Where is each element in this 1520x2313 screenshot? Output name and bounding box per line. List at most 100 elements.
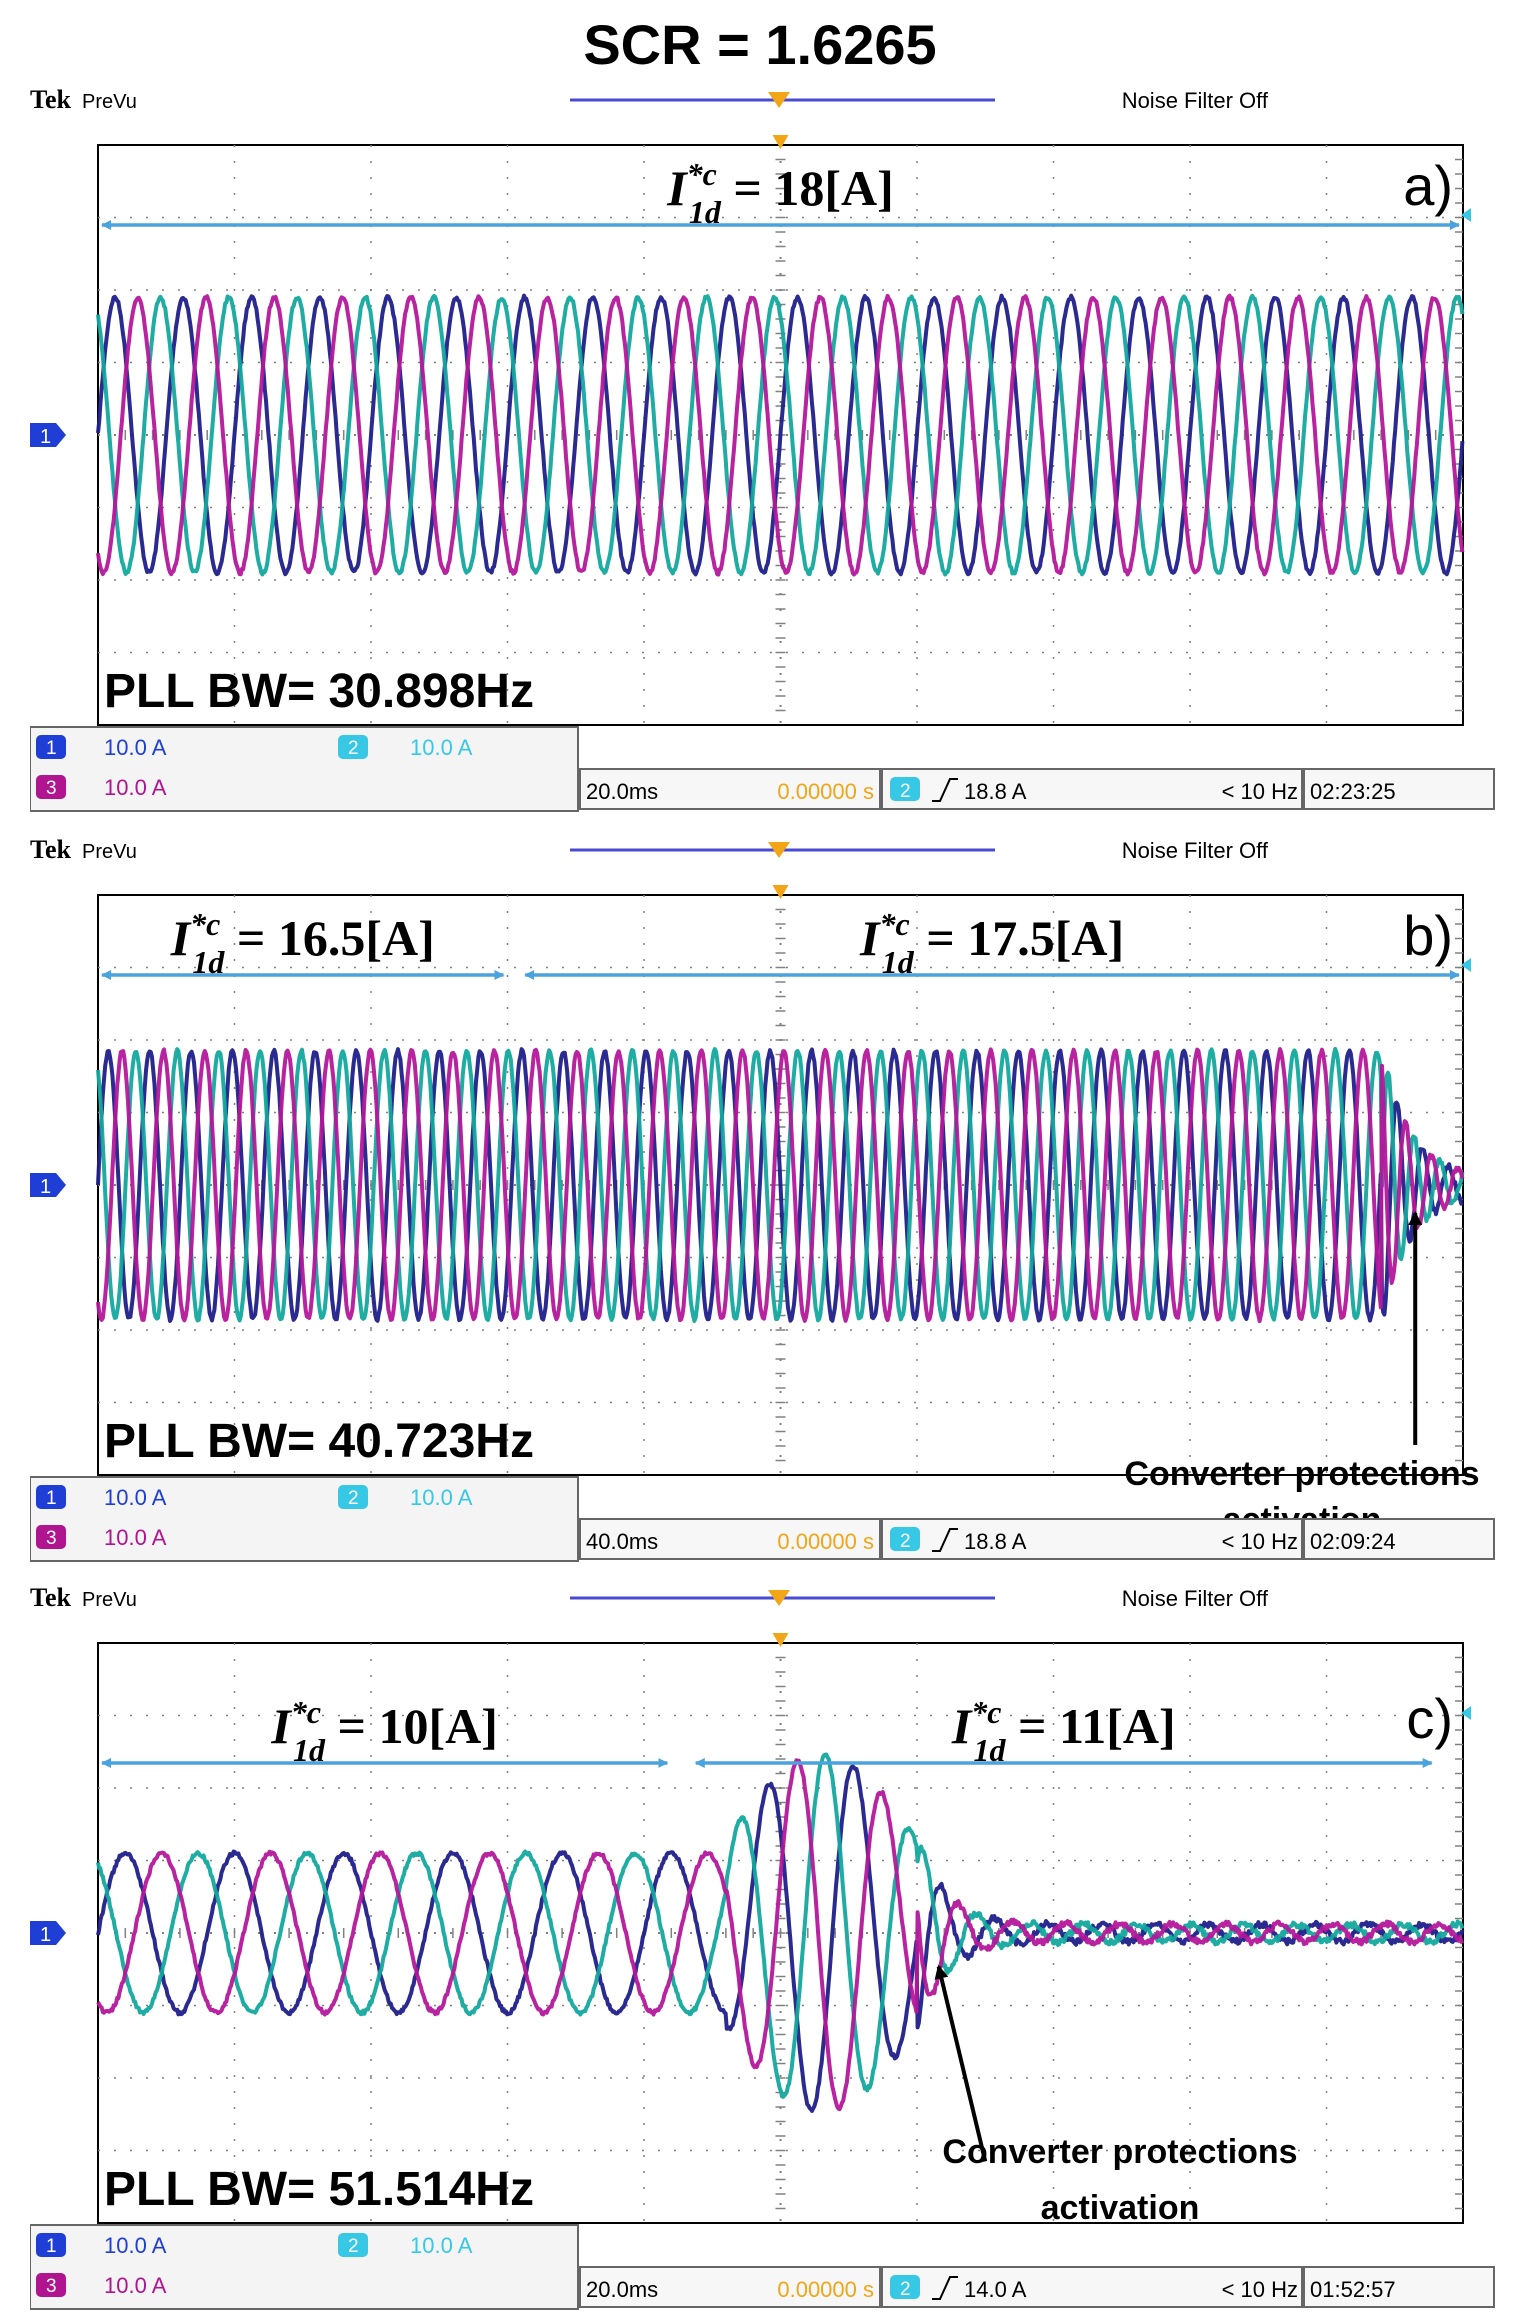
scope-panel-c: Tek PreVu Noise Filter Off 1 I*c 1d = 10[A] I*… (30, 1578, 1495, 2313)
readout-bar: 1 10.0 A 3 10.0 A 2 10.0 A 20.0ms 0.00000 s 2 14.… (30, 2224, 1495, 2310)
trigger-channel-badge (890, 777, 920, 801)
trigger-channel-label: 2 (900, 781, 911, 802)
trigger-frequency-readout: < 10 Hz (1222, 2277, 1298, 2302)
trigger-box (881, 768, 1303, 810)
figure-title: SCR = 1.6265 (583, 13, 937, 76)
reference-current-label: I*c 1d = 16.5[A] (170, 906, 435, 980)
timebase-box (579, 768, 881, 810)
rising-edge-icon (932, 778, 958, 802)
ch1-badge (36, 2233, 66, 2257)
timebase-box (579, 1518, 881, 1560)
trigger-marker (772, 1633, 789, 1647)
waveform-ch2 (96, 1047, 1465, 1323)
scope-svg-0: Tek PreVu Noise Filter Off 1 I*c 1d = 18[A] a)… (30, 85, 1495, 812)
mode-label: PreVu (82, 1589, 137, 1611)
ch2-scale: 10.0 A (410, 735, 473, 760)
noise-filter-label: Noise Filter Off (1122, 88, 1269, 113)
pll-bandwidth-label: PLL BW= 51.514Hz (104, 2163, 534, 2216)
channel-marker-label: 1 (40, 1176, 51, 1198)
channel-marker-label: 1 (40, 426, 51, 448)
trigger-position-readout: 0.00000 s (777, 2277, 874, 2302)
channel-marker-label: 1 (40, 1924, 51, 1946)
clock-box (1303, 2266, 1495, 2308)
waveform-ch1 (96, 1047, 1464, 1323)
ch1-scale: 10.0 A (104, 735, 167, 760)
channel-marker-shape (30, 1173, 66, 1197)
rising-edge-icon (932, 2276, 958, 2300)
scope-panel-a: Tek PreVu Noise Filter Off 1 I*c 1d = 18[A] a)… (30, 80, 1495, 815)
timebase-box (579, 2266, 881, 2308)
ch1-scale: 10.0 A (104, 2233, 167, 2258)
reference-current-label: I*c 1d = 10[A] (270, 1694, 498, 1768)
waveform-ch1 (96, 293, 1465, 577)
ch3-scale: 10.0 A (104, 1525, 167, 1550)
trigger-marker (772, 885, 789, 899)
protection-callout: Converter protections activation (934, 1964, 1298, 2227)
ch2-badge (338, 735, 368, 759)
scope-svg-2: Tek PreVu Noise Filter Off 1 I*c 1d = 10[A] I*… (30, 1583, 1495, 2310)
ch2-badge-label: 2 (348, 738, 359, 759)
trigger-position-readout: 0.00000 s (777, 779, 874, 804)
ch2-scale: 10.0 A (410, 1485, 473, 1510)
trigger-level-readout: 18.8 A (964, 779, 1027, 804)
mode-label: PreVu (82, 841, 137, 863)
channel-marker-shape (30, 423, 66, 447)
waveform-ch3 (96, 1047, 1465, 1324)
channel-marker-shape (30, 1921, 66, 1945)
ch3-scale: 10.0 A (104, 2273, 167, 2298)
ch3-badge-label: 3 (46, 1528, 57, 1549)
ch3-badge-label: 3 (46, 778, 57, 799)
readout-bar: 1 10.0 A 3 10.0 A 2 10.0 A 20.0ms 0.00000 s 2 18.… (30, 726, 1495, 812)
timebase-readout: 20.0ms (586, 2277, 658, 2302)
ch1-badge-label: 1 (46, 1488, 57, 1509)
trigger-channel-label: 2 (900, 1531, 911, 1552)
ch2-badge (338, 1485, 368, 1509)
trigger-level-marker (1461, 958, 1471, 972)
waveform-ch3 (96, 293, 1465, 577)
ch1-badge-label: 1 (46, 2236, 57, 2257)
clock-readout: 02:09:24 (1310, 1529, 1396, 1554)
panel-label: a) (1403, 154, 1453, 217)
channel-readout-box (30, 726, 579, 812)
trigger-marker (772, 135, 789, 149)
trigger-channel-badge (890, 2275, 920, 2299)
mode-label: PreVu (82, 91, 137, 113)
trigger-position-readout: 0.00000 s (777, 1529, 874, 1554)
ch1-scale: 10.0 A (104, 1485, 167, 1510)
trigger-frequency-readout: < 10 Hz (1222, 779, 1298, 804)
channel-1-ground-marker: 1 (30, 1173, 66, 1198)
trigger-level-readout: 14.0 A (964, 2277, 1027, 2302)
ch3-badge (36, 1525, 66, 1549)
ch3-scale: 10.0 A (104, 775, 167, 800)
pll-bandwidth-label: PLL BW= 30.898Hz (104, 665, 534, 718)
ch2-scale: 10.0 A (410, 2233, 473, 2258)
scope-panel-b: Tek PreVu Noise Filter Off 1 I*c 1d = 16.5[A]… (30, 830, 1495, 1565)
ch3-badge (36, 775, 66, 799)
trigger-level-marker (1461, 1706, 1471, 1720)
ch2-badge-label: 2 (348, 1488, 359, 1509)
reference-current-label: I*c 1d = 18[A] (666, 156, 894, 230)
trigger-box (881, 1518, 1303, 1560)
readout-bar: 1 10.0 A 3 10.0 A 2 10.0 A 40.0ms 0.00000 s 2 18.… (30, 1476, 1495, 1562)
trigger-channel-label: 2 (900, 2279, 911, 2300)
trigger-level-marker (1461, 208, 1471, 222)
rising-edge-icon (932, 1528, 958, 1552)
ch3-badge (36, 2273, 66, 2297)
scope-header: Tek PreVu Noise Filter Off (30, 835, 1269, 864)
trigger-position-marker (768, 842, 790, 858)
ch1-badge-label: 1 (46, 738, 57, 759)
brand-label: Tek (30, 835, 71, 864)
clock-box (1303, 768, 1495, 810)
reference-current-label: I*c 1d = 17.5[A] (859, 906, 1124, 980)
scope-header: Tek PreVu Noise Filter Off (30, 1583, 1269, 1612)
channel-1-ground-marker: 1 (30, 1921, 66, 1946)
clock-readout: 01:52:57 (1310, 2277, 1396, 2302)
noise-filter-label: Noise Filter Off (1122, 1586, 1269, 1611)
trigger-level-readout: 18.8 A (964, 1529, 1027, 1554)
waveform-ch3 (96, 1758, 1465, 2112)
timebase-readout: 20.0ms (586, 779, 658, 804)
callout-arrow (934, 1964, 988, 2162)
callout-line-2: activation (1041, 2189, 1200, 2227)
waveform-ch2 (96, 293, 1465, 577)
callout-line-1: Converter protections (1124, 1455, 1479, 1493)
